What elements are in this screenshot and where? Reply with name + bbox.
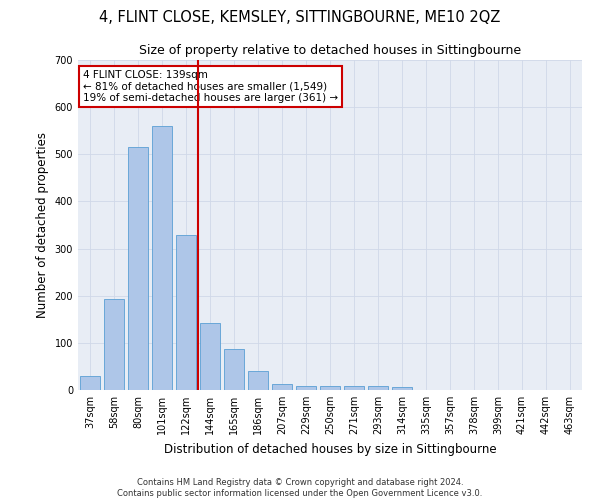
Bar [200,322,220,390]
Text: 4 FLINT CLOSE: 139sqm
← 81% of detached houses are smaller (1,549)
19% of semi-d: 4 FLINT CLOSE: 139sqm ← 81% of detached … [83,70,338,103]
Bar [80,376,100,390]
Bar [296,386,316,390]
Bar [176,236,196,390]
Y-axis label: Number of detached properties: Number of detached properties [36,132,49,318]
Bar [128,147,148,390]
Bar [104,300,124,390]
Bar [392,387,412,390]
Text: 4, FLINT CLOSE, KEMSLEY, SITTINGBOURNE, ME10 2QZ: 4, FLINT CLOSE, KEMSLEY, SITTINGBOURNE, … [100,10,500,25]
Bar [224,349,244,390]
Bar [152,126,172,390]
Title: Size of property relative to detached houses in Sittingbourne: Size of property relative to detached ho… [139,44,521,58]
Bar [368,386,388,390]
X-axis label: Distribution of detached houses by size in Sittingbourne: Distribution of detached houses by size … [164,442,496,456]
Bar [320,386,340,390]
Bar [248,371,268,390]
Text: Contains HM Land Registry data © Crown copyright and database right 2024.
Contai: Contains HM Land Registry data © Crown c… [118,478,482,498]
Bar [344,386,364,390]
Bar [272,384,292,390]
